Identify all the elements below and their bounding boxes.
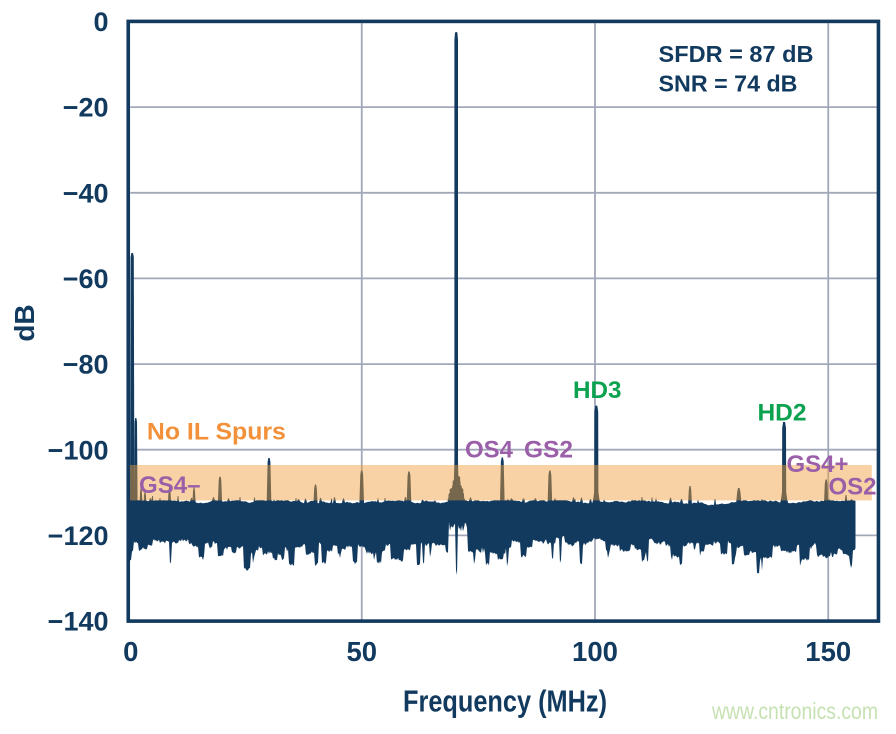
svg-text:www.cntronics.com: www.cntronics.com <box>711 698 878 724</box>
svg-text:HD2: HD2 <box>758 400 807 427</box>
svg-text:GS2: GS2 <box>524 436 573 463</box>
svg-text:−120: −120 <box>48 521 109 551</box>
svg-text:OS4: OS4 <box>465 436 514 463</box>
svg-text:−20: −20 <box>63 93 109 123</box>
svg-text:No IL Spurs: No IL Spurs <box>147 419 286 446</box>
svg-text:SFDR = 87 dB: SFDR = 87 dB <box>659 41 814 67</box>
svg-text:OS2: OS2 <box>829 474 877 501</box>
svg-text:150: 150 <box>805 636 851 667</box>
svg-text:GS4–: GS4– <box>139 472 201 499</box>
svg-text:GS4+: GS4+ <box>787 451 849 478</box>
svg-text:−80: −80 <box>63 350 109 380</box>
svg-text:−40: −40 <box>63 178 109 208</box>
svg-text:−60: −60 <box>63 264 109 294</box>
svg-text:dB: dB <box>9 304 40 341</box>
svg-text:0: 0 <box>123 636 138 667</box>
svg-text:0: 0 <box>93 7 108 37</box>
svg-text:HD3: HD3 <box>573 377 622 404</box>
svg-text:100: 100 <box>572 636 618 667</box>
svg-text:−140: −140 <box>48 607 109 637</box>
svg-text:−100: −100 <box>48 435 109 465</box>
svg-text:50: 50 <box>346 636 377 667</box>
svg-text:SNR = 74 dB: SNR = 74 dB <box>659 71 798 97</box>
svg-text:Frequency (MHz): Frequency (MHz) <box>403 685 607 719</box>
